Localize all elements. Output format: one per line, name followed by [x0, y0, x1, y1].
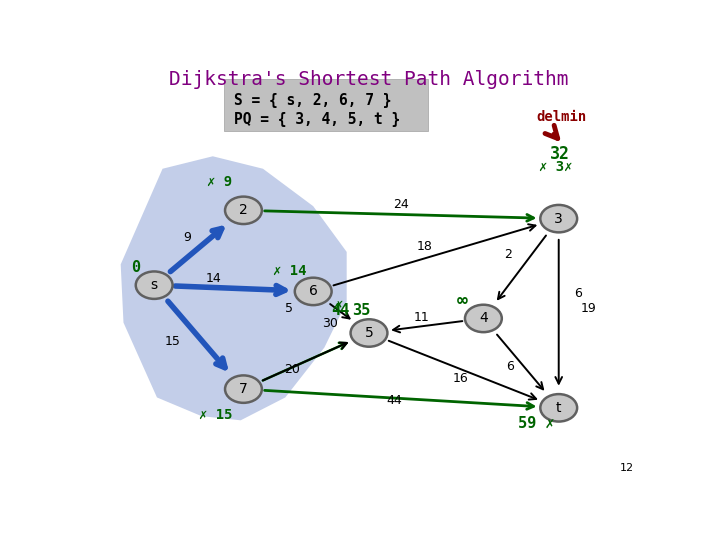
Text: 24: 24: [394, 198, 409, 211]
Text: 6: 6: [505, 360, 513, 373]
Text: ∞: ∞: [457, 292, 468, 310]
Text: 9: 9: [184, 231, 192, 244]
Text: 0: 0: [131, 260, 140, 275]
Text: 14: 14: [206, 273, 222, 286]
Polygon shape: [121, 156, 347, 420]
Text: ✗: ✗: [334, 298, 343, 312]
Text: 6: 6: [309, 285, 318, 299]
Text: 16: 16: [453, 372, 469, 385]
Circle shape: [351, 319, 387, 347]
Text: t: t: [556, 401, 562, 415]
Text: S = { s, 2, 6, 7 }: S = { s, 2, 6, 7 }: [234, 93, 392, 107]
FancyBboxPatch shape: [224, 79, 428, 131]
Text: 2: 2: [239, 204, 248, 217]
Text: delmin: delmin: [536, 110, 587, 124]
Text: 5: 5: [285, 301, 293, 314]
Text: ✗ 9: ✗ 9: [207, 175, 233, 189]
Text: 11: 11: [414, 310, 430, 323]
Circle shape: [225, 375, 262, 403]
Text: 7: 7: [239, 382, 248, 396]
Circle shape: [136, 272, 173, 299]
Text: 30: 30: [322, 317, 338, 330]
Text: 35: 35: [352, 303, 371, 319]
Text: ✗ 15: ✗ 15: [199, 408, 233, 422]
Text: ✗ 14: ✗ 14: [273, 264, 307, 278]
Text: PQ = { 3, 4, 5, t }: PQ = { 3, 4, 5, t }: [234, 112, 400, 127]
Text: 5: 5: [364, 326, 374, 340]
Circle shape: [465, 305, 502, 332]
Text: 15: 15: [165, 335, 181, 348]
Circle shape: [540, 394, 577, 422]
Text: 44: 44: [331, 303, 349, 319]
Text: 19: 19: [580, 301, 596, 314]
Text: 3: 3: [554, 212, 563, 226]
Circle shape: [540, 205, 577, 232]
Text: 6: 6: [575, 287, 582, 300]
Text: 2: 2: [505, 248, 513, 261]
Text: 59 ✗: 59 ✗: [518, 416, 554, 431]
Text: Dijkstra's Shortest Path Algorithm: Dijkstra's Shortest Path Algorithm: [169, 70, 569, 89]
Text: s: s: [150, 278, 158, 292]
Circle shape: [294, 278, 332, 305]
Text: 32: 32: [550, 145, 570, 163]
Text: 18: 18: [417, 240, 433, 253]
Text: 4: 4: [479, 312, 487, 326]
Text: 44: 44: [386, 394, 402, 407]
Text: 12: 12: [620, 463, 634, 473]
Text: 20: 20: [284, 363, 300, 376]
Text: ✗ 3✗: ✗ 3✗: [539, 160, 572, 174]
Circle shape: [225, 197, 262, 224]
